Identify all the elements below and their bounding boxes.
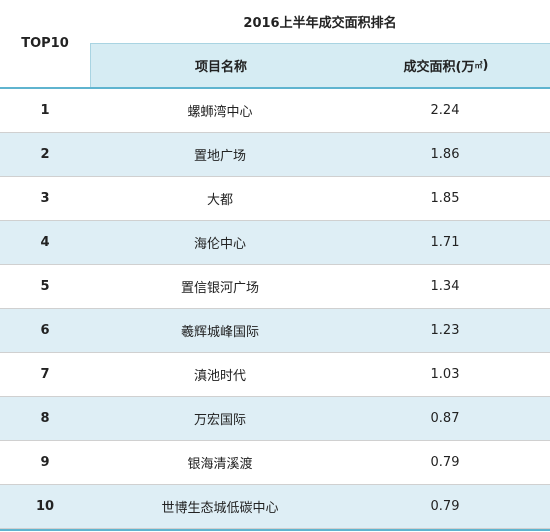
header-divider: [0, 87, 550, 89]
row-project-name: 滇池时代: [193, 369, 246, 384]
table-row: 4 海伦中心 1.71: [0, 221, 550, 265]
rank-column-header: TOP10: [21, 36, 69, 51]
table-row: 3 大都 1.85: [0, 177, 550, 221]
table-row: 1 螺蛳湾中心 2.24: [0, 89, 550, 133]
area-header-label: 成交面积(万: [403, 60, 475, 75]
row-area: 1.34: [430, 279, 460, 294]
row-project-name: 大都: [206, 193, 233, 208]
table-row: 9 银海清溪渡 0.79: [0, 441, 550, 485]
table-row: 2 置地广场 1.86: [0, 133, 550, 177]
row-rank: 6: [40, 323, 50, 338]
row-rank: 2: [40, 147, 50, 162]
row-area: 1.71: [430, 235, 460, 250]
row-project-name: 置信银河广场: [180, 281, 259, 296]
table-row: 10 世博生态城低碳中心 0.79: [0, 485, 550, 529]
row-project-name: 海伦中心: [193, 237, 246, 252]
row-rank: 7: [40, 367, 50, 382]
row-rank: 1: [40, 103, 50, 118]
row-project-name: 置地广场: [193, 149, 246, 164]
row-project-name: 羲辉城峰国际: [180, 325, 259, 340]
table-row: 6 羲辉城峰国际 1.23: [0, 309, 550, 353]
row-project-name: 螺蛳湾中心: [187, 105, 253, 120]
row-rank: 5: [40, 279, 50, 294]
row-area: 1.85: [430, 191, 460, 206]
row-rank: 4: [40, 235, 50, 250]
area-header-close: ): [482, 58, 489, 73]
row-area: 1.86: [430, 147, 460, 162]
row-project-name: 世博生态城低碳中心: [161, 501, 279, 516]
row-project-name: 银海清溪渡: [187, 457, 253, 472]
row-rank: 8: [40, 411, 50, 426]
row-area: 0.79: [430, 455, 460, 470]
project-name-header: 项目名称: [194, 60, 247, 75]
table-title: 2016上半年成交面积排名: [243, 16, 397, 31]
row-rank: 3: [40, 191, 50, 206]
table-row: 7 滇池时代 1.03: [0, 353, 550, 397]
row-area: 0.79: [430, 499, 460, 514]
row-area: 1.23: [430, 323, 460, 338]
row-project-name: 万宏国际: [193, 413, 246, 428]
row-area: 0.87: [430, 411, 460, 426]
row-area: 2.24: [430, 103, 460, 118]
area-unit: ㎡: [474, 61, 483, 70]
row-rank: 9: [40, 455, 50, 470]
row-rank: 10: [35, 499, 55, 514]
row-area: 1.03: [430, 367, 460, 382]
table-row: 5 置信银河广场 1.34: [0, 265, 550, 309]
table-bottom-rule: [0, 529, 550, 531]
table-row: 8 万宏国际 0.87: [0, 397, 550, 441]
